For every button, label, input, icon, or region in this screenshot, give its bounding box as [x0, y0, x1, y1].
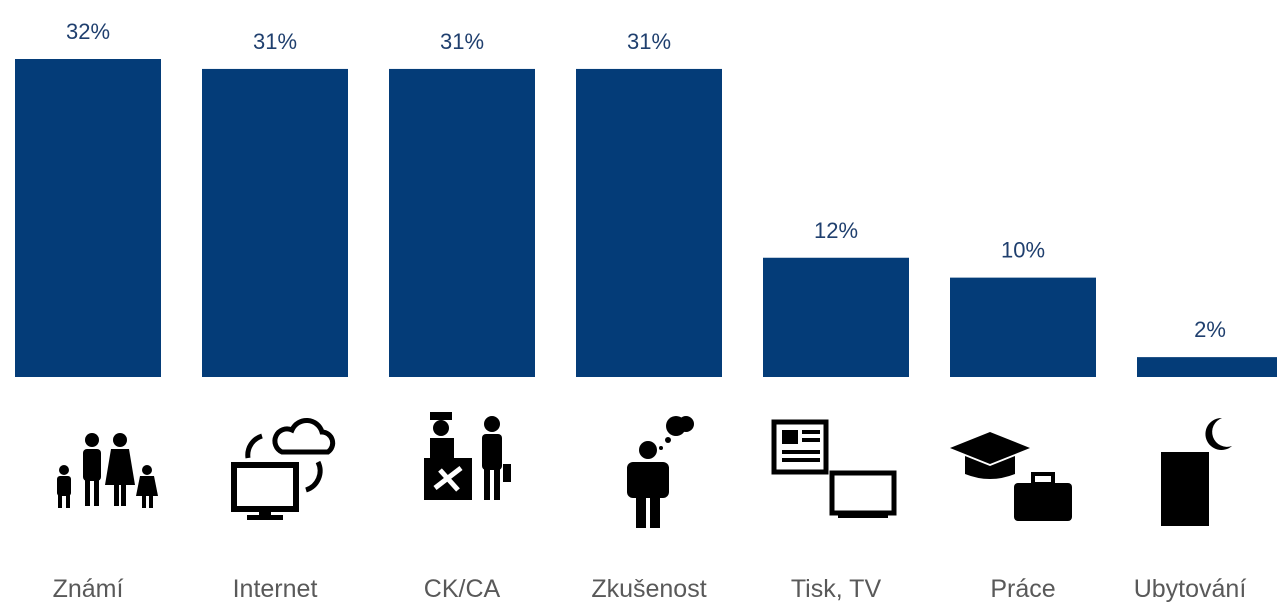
icons: [57, 412, 1232, 528]
bar: [389, 68, 535, 377]
category-label: Práce: [990, 575, 1055, 603]
bar: [576, 68, 722, 377]
icon-experience: [627, 416, 694, 528]
icon-press-tv: [771, 419, 897, 518]
category-label: Tisk, TV: [791, 575, 882, 603]
bar: [763, 257, 909, 377]
category-label: Internet: [233, 575, 318, 603]
icon-work: [950, 432, 1072, 521]
icon-internet: [231, 418, 336, 520]
value-label: 2%: [1194, 317, 1226, 342]
bar: [202, 68, 348, 377]
bar: [15, 59, 161, 377]
value-label: 31%: [253, 29, 297, 54]
category-label: Známí: [53, 575, 124, 603]
bar: [950, 277, 1096, 377]
value-label: 31%: [627, 29, 671, 54]
icon-family: [57, 433, 158, 508]
category-label: Ubytování: [1134, 575, 1247, 603]
value-label: 10%: [1001, 238, 1045, 263]
value-label: 31%: [440, 29, 484, 54]
category-label: CK/CA: [424, 575, 501, 603]
value-label: 32%: [66, 19, 110, 44]
icon-accommodation: [1161, 417, 1232, 526]
bar: [1137, 357, 1277, 377]
value-label: 12%: [814, 218, 858, 243]
category-label: Zkušenost: [591, 575, 706, 603]
icon-travel-agency: [424, 412, 511, 500]
